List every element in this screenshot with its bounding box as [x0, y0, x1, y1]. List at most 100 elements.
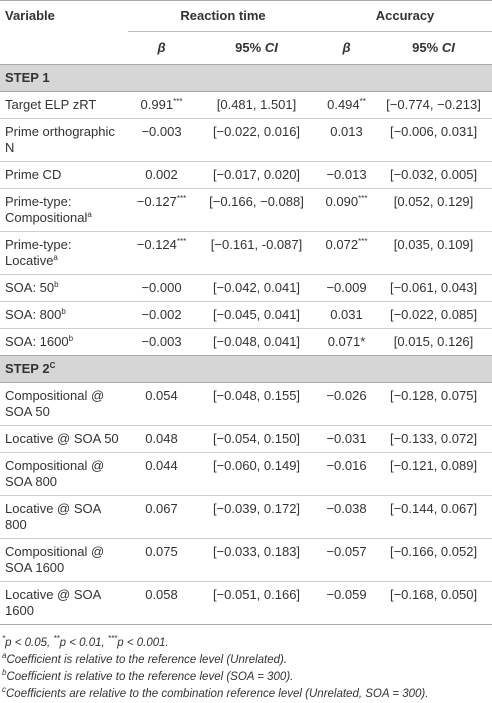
section-row: STEP 2C [0, 355, 492, 383]
cell-value: 0.494 [327, 97, 360, 112]
ci-cell: [−0.022, 0.085] [375, 301, 492, 329]
ci-cell: [0.015, 0.126] [375, 328, 492, 356]
data-row: Compositional @ SOA 800 0.044 [−0.060, 0.1… [0, 452, 492, 496]
superscript: b [61, 307, 66, 316]
data-row: SOA: 50b −0.000 [−0.042, 0.041] −0.009 [−0.0… [0, 274, 492, 302]
variable-label: Locative @ SOA 800 [5, 501, 101, 532]
ci-label: CI [441, 40, 455, 55]
cell-value: 0.090 [325, 194, 359, 209]
significance: *** [358, 194, 368, 203]
cell-value: 0.048 [145, 431, 178, 446]
beta-cell: −0.127*** [128, 188, 195, 232]
variable-label: Prime orthographic N [5, 124, 115, 155]
footnote: cCoefficients are relative to the combin… [2, 686, 490, 703]
variable-label: Prime-type: Compositional [5, 194, 88, 225]
ci-cell: [−0.042, 0.041] [195, 274, 318, 302]
superscript: a [2, 651, 7, 660]
cell-value: [−0.022, 0.085] [389, 307, 478, 322]
superscript: c [2, 685, 6, 694]
cell-value: −0.003 [141, 124, 182, 139]
cell-value: −0.124 [136, 237, 177, 252]
footnote-text: p < 0.01, [59, 637, 108, 649]
ci-cell: [−0.144, 0.067] [375, 495, 492, 539]
cell-value: −0.057 [326, 544, 367, 559]
beta-cell: −0.016 [318, 452, 375, 496]
footnote: *p < 0.05, **p < 0.01, ***p < 0.001. [2, 635, 490, 652]
cell-value: 0.075 [145, 544, 178, 559]
cell-value: [0.052, 0.129] [393, 194, 474, 209]
ci-cell: [−0.032, 0.005] [375, 161, 492, 189]
beta-cell: −0.002 [128, 301, 195, 329]
footnote: bCoefficient is relative to the referenc… [2, 669, 490, 686]
cell-value: −0.059 [326, 587, 367, 602]
ci-cell: [−0.054, 0.150] [195, 425, 318, 453]
ci-cell: [0.481, 1.501] [195, 91, 318, 119]
variable-label: SOA: 1600 [5, 334, 69, 349]
cell-value: [−0.006, 0.031] [389, 124, 478, 139]
variable-label: SOA: 50 [5, 280, 55, 295]
cell-value: [−0.161, -0.087] [210, 237, 303, 252]
beta-cell: 0.054 [128, 382, 195, 426]
variable-cell: SOA: 800b [0, 301, 128, 329]
cell-value: −0.003 [141, 334, 182, 349]
cell-value: [−0.048, 0.155] [212, 388, 301, 403]
cell-value: −0.127 [136, 194, 177, 209]
footnote-text: p < 0.001. [117, 637, 169, 649]
ci-cell: [−0.128, 0.075] [375, 382, 492, 426]
beta-cell: 0.075 [128, 538, 195, 582]
data-row: Locative @ SOA 50 0.048 [−0.054, 0.150] −0.… [0, 425, 492, 453]
variable-cell: Target ELP zRT [0, 91, 128, 119]
variable-label: Locative @ SOA 1600 [5, 587, 101, 618]
cell-value: [−0.032, 0.005] [389, 167, 478, 182]
data-row: Locative @ SOA 800 0.067 [−0.039, 0.172] −0… [0, 495, 492, 539]
beta-cell: 0.002 [128, 161, 195, 189]
footnotes: *p < 0.05, **p < 0.01, ***p < 0.001. aCoe… [0, 624, 492, 703]
cell-value: [−0.121, 0.089] [389, 458, 478, 473]
header-cell [0, 32, 128, 65]
variable-cell: Prime orthographic N [0, 118, 128, 162]
variable-label: Compositional @ SOA 50 [5, 388, 105, 419]
cell-value: −0.002 [141, 307, 182, 322]
beta-cell: 0.058 [128, 581, 195, 624]
cell-value: 0.058 [145, 587, 178, 602]
cell-value: [−0.144, 0.067] [389, 501, 478, 516]
superscript: a [53, 253, 58, 262]
variable-label: SOA: 800 [5, 307, 62, 322]
cell-value: [−0.017, 0.020] [212, 167, 301, 182]
ci-label: CI [264, 40, 278, 55]
variable-cell: Locative @ SOA 800 [0, 495, 128, 539]
beta-cell: 0.048 [128, 425, 195, 453]
superscript: *** [107, 634, 118, 643]
cell-value: [−0.166, −0.088] [209, 194, 304, 209]
variable-cell: Prime CD [0, 161, 128, 189]
superscript: ** [53, 634, 60, 643]
variable-cell: Prime-type: Compositionala [0, 188, 128, 232]
cell-value: 0.031 [330, 307, 363, 322]
cell-value: −0.009 [326, 280, 367, 295]
significance: *** [176, 237, 187, 246]
variable-cell: Locative @ SOA 50 [0, 425, 128, 453]
cell-value: 0.054 [145, 388, 178, 403]
variable-cell: Compositional @ SOA 1600 [0, 538, 128, 582]
cell-value: −0.013 [326, 167, 367, 182]
cell-value: [−0.045, 0.041] [212, 307, 301, 322]
footnote: aCoefficient is relative to the referenc… [2, 652, 490, 669]
variable-cell: SOA: 1600b [0, 328, 128, 356]
ci-cell: [−0.048, 0.041] [195, 328, 318, 356]
beta-label: β [157, 40, 166, 55]
cell-value: [−0.060, 0.149] [212, 458, 301, 473]
beta-cell: −0.003 [128, 328, 195, 356]
ci-cell: [−0.022, 0.016] [195, 118, 318, 162]
cell-value: [−0.051, 0.166] [212, 587, 301, 602]
section-title: STEP 1 [0, 64, 492, 92]
beta-cell: −0.059 [318, 581, 375, 624]
section-title: STEP 2C [0, 355, 492, 383]
cell-value: 0.013 [330, 124, 363, 139]
cell-value: 0.991 [140, 97, 174, 112]
cell-value: [−0.168, 0.050] [389, 587, 478, 602]
cell-value: [−0.774, −0.213] [386, 97, 481, 112]
data-row: SOA: 800b −0.002 [−0.045, 0.041] 0.031 [−0.0… [0, 301, 492, 329]
cell-value: 0.072 [325, 237, 359, 252]
ci-cell: [−0.048, 0.155] [195, 382, 318, 426]
